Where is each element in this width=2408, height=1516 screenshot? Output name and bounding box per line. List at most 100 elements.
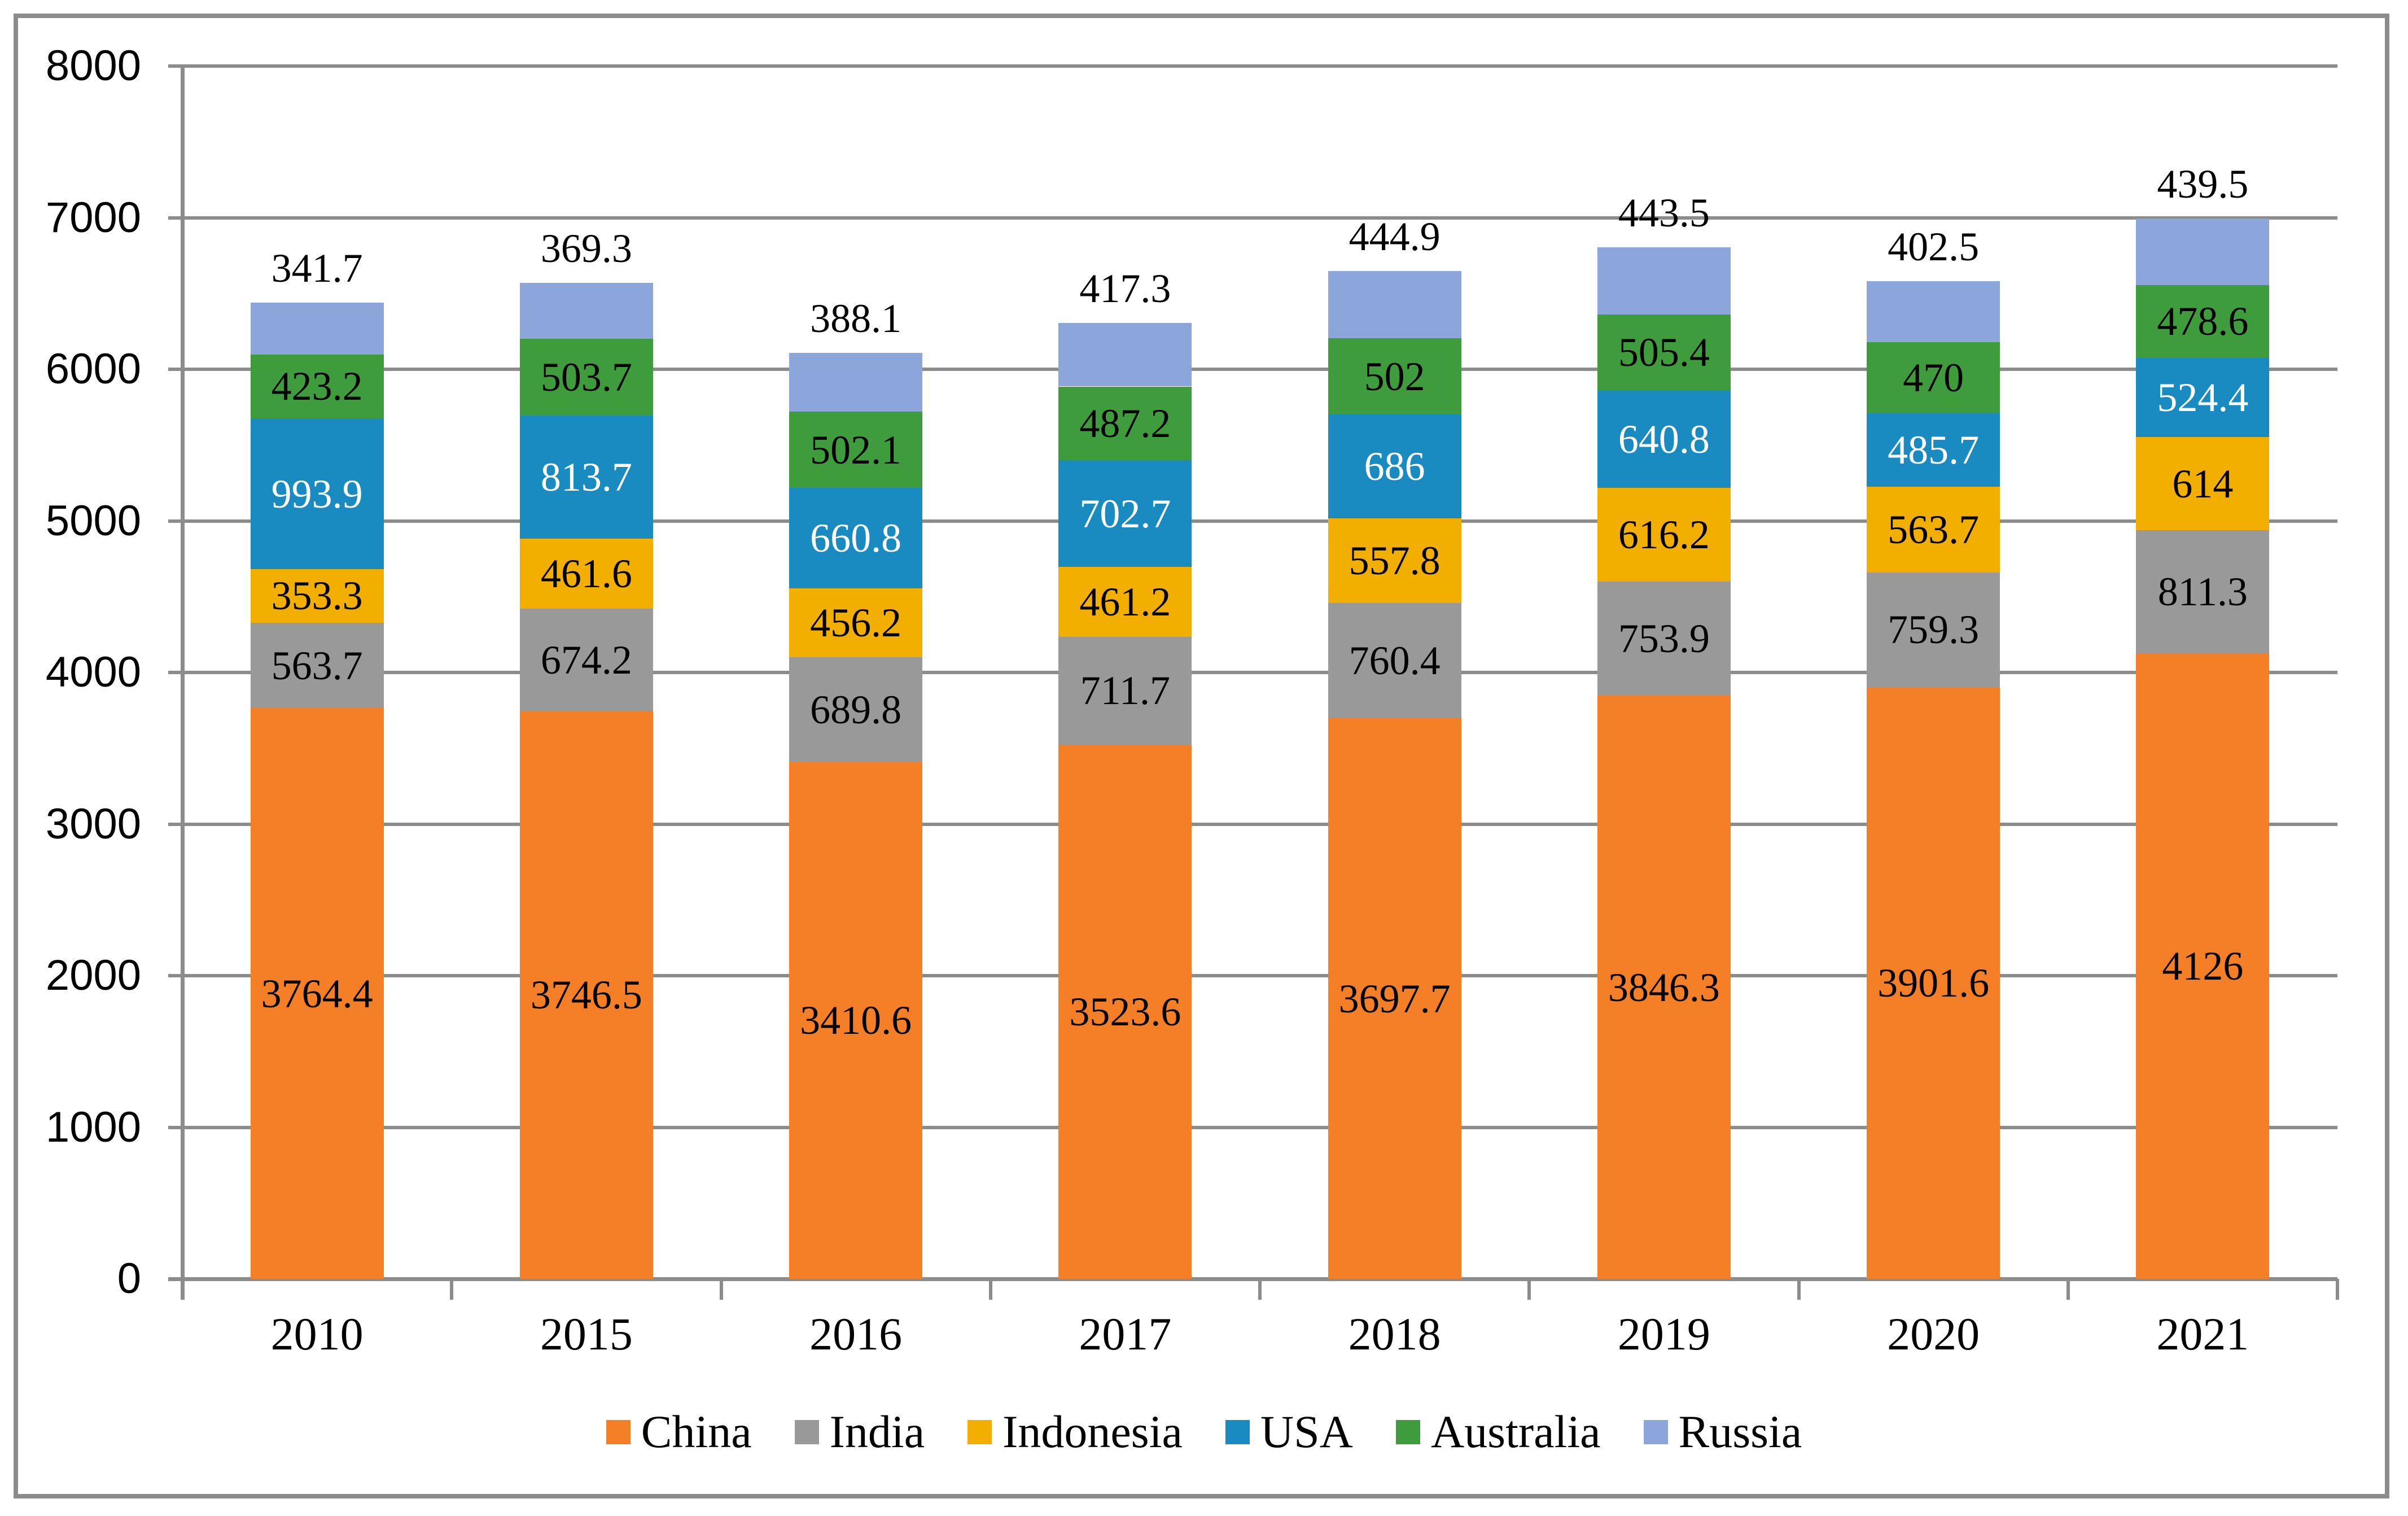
legend-item-indonesia: Indonesia xyxy=(967,1406,1183,1457)
bar-segment-indonesia-2015 xyxy=(519,539,653,609)
segment-value-label-australia-2021: 478.6 xyxy=(2157,299,2249,344)
segment-value-label-australia-2020: 470 xyxy=(1903,355,1964,400)
legend-label-china: China xyxy=(641,1406,752,1457)
segment-value-label-usa-2010: 993.9 xyxy=(271,471,363,517)
x-axis-tick-mark xyxy=(1527,1279,1531,1300)
gridline-y3000 xyxy=(168,822,2337,826)
bar-segment-china-2017 xyxy=(1058,744,1192,1279)
bar-segment-australia-2010 xyxy=(250,354,384,419)
chart-legend: China India Indonesia USA Australia Russia xyxy=(0,1405,2408,1459)
bar-segment-china-2010 xyxy=(250,708,384,1279)
segment-value-label-usa-2019: 640.8 xyxy=(1618,417,1710,462)
y-axis-tick-label: 2000 xyxy=(45,951,141,999)
segment-value-label-india-2017: 711.7 xyxy=(1080,668,1171,714)
x-axis-tick-mark xyxy=(719,1279,723,1300)
legend-label-russia: Russia xyxy=(1678,1406,1802,1457)
bar-segment-india-2010 xyxy=(250,622,384,709)
category-label-2018: 2018 xyxy=(1348,1308,1441,1360)
bar-segment-china-2020 xyxy=(1867,687,2000,1279)
bar-segment-usa-2019 xyxy=(1597,391,1731,488)
category-label-2015: 2015 xyxy=(540,1308,633,1360)
bar-segment-usa-2010 xyxy=(250,418,384,570)
segment-value-label-china-2016: 3410.6 xyxy=(800,998,912,1043)
bar-segment-indonesia-2018 xyxy=(1328,518,1461,603)
x-axis-tick-mark xyxy=(2066,1279,2070,1300)
legend-swatch-indonesia xyxy=(967,1419,992,1444)
y-axis-tick-label: 5000 xyxy=(45,496,141,545)
x-axis-line xyxy=(168,1277,2337,1281)
bar-segment-australia-2017 xyxy=(1058,386,1192,461)
category-label-2017: 2017 xyxy=(1079,1308,1172,1360)
segment-value-label-indonesia-2016: 456.2 xyxy=(810,600,902,645)
bar-segment-china-2016 xyxy=(789,762,923,1279)
segment-value-label-india-2019: 753.9 xyxy=(1618,616,1710,662)
y-axis-tick-label: 6000 xyxy=(45,345,141,393)
segment-value-label-usa-2018: 686 xyxy=(1364,444,1425,490)
gridline-y6000 xyxy=(168,368,2337,371)
legend-item-china: China xyxy=(606,1406,752,1457)
gridline-y5000 xyxy=(168,519,2337,523)
segment-value-label-china-2010: 3764.4 xyxy=(261,971,373,1016)
segment-value-label-china-2019: 3846.3 xyxy=(1608,964,1720,1010)
segment-value-label-usa-2020: 485.7 xyxy=(1888,427,1980,473)
category-label-2016: 2016 xyxy=(809,1308,903,1360)
segment-value-label-indonesia-2019: 616.2 xyxy=(1618,512,1710,558)
segment-value-label-indonesia-2021: 614 xyxy=(2172,461,2234,506)
bar-segment-australia-2020 xyxy=(1867,342,2000,413)
x-axis-tick-mark xyxy=(988,1279,992,1300)
legend-swatch-australia xyxy=(1395,1419,1420,1444)
x-axis-tick-mark xyxy=(1258,1279,1262,1300)
segment-value-label-australia-2016: 502.1 xyxy=(810,427,902,473)
value-label-above-bar-2017: 417.3 xyxy=(1079,266,1171,312)
bar-segment-indonesia-2020 xyxy=(1867,487,2000,573)
y-axis-tick-label: 1000 xyxy=(45,1103,141,1151)
segment-value-label-india-2020: 759.3 xyxy=(1888,607,1980,653)
segment-value-label-australia-2019: 505.4 xyxy=(1618,330,1710,375)
bar-segment-china-2019 xyxy=(1597,696,1731,1279)
y-axis-tick-label: 7000 xyxy=(45,193,141,242)
segment-value-label-india-2015: 674.2 xyxy=(540,637,632,683)
y-axis-line xyxy=(181,66,185,1300)
value-label-above-bar-2015: 369.3 xyxy=(540,226,632,272)
bar-segment-russia-2018 xyxy=(1328,270,1461,339)
y-axis-tick-label: 4000 xyxy=(45,648,141,696)
bar-segment-indonesia-2016 xyxy=(789,588,923,658)
category-label-2010: 2010 xyxy=(270,1308,364,1360)
bar-segment-russia-2016 xyxy=(789,353,923,412)
legend-label-indonesia: Indonesia xyxy=(1002,1406,1183,1457)
bar-segment-indonesia-2010 xyxy=(250,569,384,623)
segment-value-label-indonesia-2010: 353.3 xyxy=(271,573,363,619)
gridline-y1000 xyxy=(168,1125,2337,1129)
legend-swatch-russia xyxy=(1643,1419,1668,1444)
legend-item-usa: USA xyxy=(1225,1406,1353,1457)
legend-label-india: India xyxy=(829,1406,925,1457)
bar-segment-usa-2016 xyxy=(789,488,923,588)
gridline-y8000 xyxy=(168,64,2337,68)
bar-segment-india-2019 xyxy=(1597,581,1731,696)
bar-segment-australia-2016 xyxy=(789,412,923,488)
segment-value-label-indonesia-2017: 461.2 xyxy=(1079,579,1171,624)
bar-segment-india-2015 xyxy=(519,609,653,711)
segment-value-label-indonesia-2015: 461.6 xyxy=(540,551,632,597)
segment-value-label-china-2020: 3901.6 xyxy=(1877,960,1990,1006)
bar-segment-china-2021 xyxy=(2136,653,2270,1279)
segment-value-label-indonesia-2020: 563.7 xyxy=(1888,506,1980,552)
bar-segment-usa-2017 xyxy=(1058,460,1192,567)
bar-segment-australia-2015 xyxy=(519,339,653,416)
category-label-2021: 2021 xyxy=(2156,1308,2249,1360)
bar-segment-russia-2019 xyxy=(1597,247,1731,314)
segment-value-label-australia-2018: 502 xyxy=(1364,353,1425,399)
bar-segment-indonesia-2019 xyxy=(1597,488,1731,582)
bar-segment-india-2018 xyxy=(1328,603,1461,719)
segment-value-label-usa-2015: 813.7 xyxy=(540,454,632,500)
y-axis-tick-label: 8000 xyxy=(45,42,141,90)
segment-value-label-australia-2015: 503.7 xyxy=(540,355,632,400)
gridline-y7000 xyxy=(168,216,2337,220)
bar-segment-russia-2017 xyxy=(1058,323,1192,387)
segment-value-label-china-2017: 3523.6 xyxy=(1069,989,1181,1034)
legend-swatch-usa xyxy=(1225,1419,1250,1444)
bar-segment-australia-2018 xyxy=(1328,338,1461,415)
y-axis-tick-label: 3000 xyxy=(45,799,141,848)
legend-label-usa: USA xyxy=(1260,1406,1353,1457)
segment-value-label-china-2015: 3746.5 xyxy=(530,972,642,1018)
